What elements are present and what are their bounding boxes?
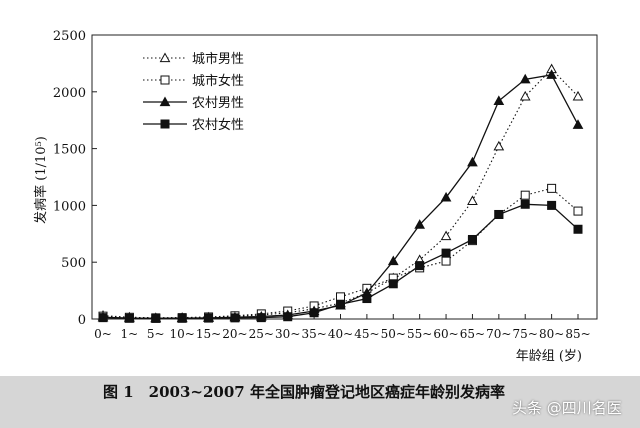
data-point: [160, 75, 170, 85]
x-tick-label: 70~: [486, 327, 511, 341]
data-point: [256, 313, 266, 323]
data-point: [573, 206, 583, 216]
data-point: [441, 256, 451, 266]
legend-label: 农村女性: [192, 117, 244, 133]
y-tick-label: 500: [61, 256, 86, 271]
x-tick-label: 0~: [94, 327, 112, 341]
x-tick-label: 5~: [147, 327, 165, 341]
data-point: [362, 294, 372, 304]
data-point: [204, 313, 214, 323]
y-axis: 0 500 1000 1500 2000 2500: [53, 29, 97, 328]
x-tick-label: 25~: [249, 327, 274, 341]
data-point: [547, 183, 557, 193]
data-point: [546, 69, 557, 79]
data-point: [336, 292, 345, 302]
data-point: [572, 119, 584, 129]
data-point: [159, 96, 171, 107]
data-point: [547, 200, 557, 210]
x-tick-label: 80~: [539, 327, 564, 341]
data-point: [177, 313, 187, 323]
x-tick-label: 20~: [222, 327, 247, 341]
x-tick-label: 45~: [354, 327, 379, 341]
data-point: [519, 73, 531, 84]
data-point: [572, 90, 584, 101]
x-tick-label: 40~: [328, 327, 353, 341]
data-point: [573, 224, 583, 234]
data-point: [441, 248, 451, 258]
x-tick-label: 10~: [170, 327, 195, 341]
data-point: [230, 313, 240, 323]
series-line: [102, 68, 579, 319]
data-point: [494, 209, 504, 219]
y-tick-label: 1500: [53, 143, 86, 158]
data-point: [309, 308, 319, 318]
data-point: [160, 119, 170, 129]
data-point: [387, 255, 399, 266]
data-point: [415, 261, 425, 271]
data-point: [520, 199, 530, 209]
x-tick-label: 65~: [460, 327, 485, 341]
data-point: [414, 219, 426, 229]
caption-bar: [0, 376, 640, 428]
plot-frame: [91, 34, 598, 320]
figure-caption: 图 1 2003~2007 年全国肿瘤登记地区癌症年龄别发病率: [103, 383, 505, 401]
y-tick-label: 1000: [53, 199, 86, 214]
x-tick-label: 75~: [513, 327, 538, 341]
data-point: [283, 312, 293, 322]
x-tick-label: 55~: [407, 327, 432, 341]
data-point: [151, 313, 161, 323]
data-point: [467, 156, 478, 167]
x-tick-label: 30~: [275, 327, 300, 341]
x-tick-label: 35~: [301, 327, 326, 341]
data-point: [440, 230, 452, 241]
y-tick-label: 0: [78, 313, 86, 328]
data-point: [159, 52, 171, 63]
legend-label: 城市男性: [192, 51, 244, 67]
x-tick-label: 15~: [196, 327, 221, 341]
y-tick-label: 2000: [53, 86, 86, 101]
data-point: [98, 313, 108, 323]
series-filled-square: [98, 199, 583, 323]
series-line: [102, 74, 579, 319]
x-tick-label: 85~: [565, 327, 590, 341]
x-tick-label: 50~: [381, 327, 406, 341]
x-axis: 0~ 1~ 5~ 10~ 15~ 20~ 25~ 30~ 35~ 40~ 45~ 50~ 55~ 60~ 6…: [94, 314, 591, 341]
data-point: [440, 191, 452, 202]
data-point: [388, 279, 398, 289]
data-point: [467, 234, 477, 244]
data-point: [467, 195, 478, 205]
data-point: [519, 90, 531, 101]
data-point: [124, 313, 134, 323]
data-point: [520, 190, 530, 200]
data-point: [336, 299, 345, 309]
legend-label: 农村男性: [192, 96, 244, 111]
x-tick-label: 1~: [121, 327, 139, 341]
watermark: 头条 @四川名医: [512, 399, 622, 417]
series-group: [97, 63, 584, 323]
data-point: [493, 140, 505, 151]
y-tick-label: 2500: [53, 29, 86, 44]
data-point: [493, 95, 505, 105]
x-axis-label: 年龄组 (岁): [516, 349, 582, 364]
legend-label: 城市女性: [192, 73, 244, 89]
series-filled-triangle: [97, 69, 584, 323]
y-axis-label: 发病率 (1/10⁵): [33, 136, 49, 224]
series-open-triangle: [97, 63, 584, 322]
x-tick-label: 60~: [433, 327, 458, 341]
